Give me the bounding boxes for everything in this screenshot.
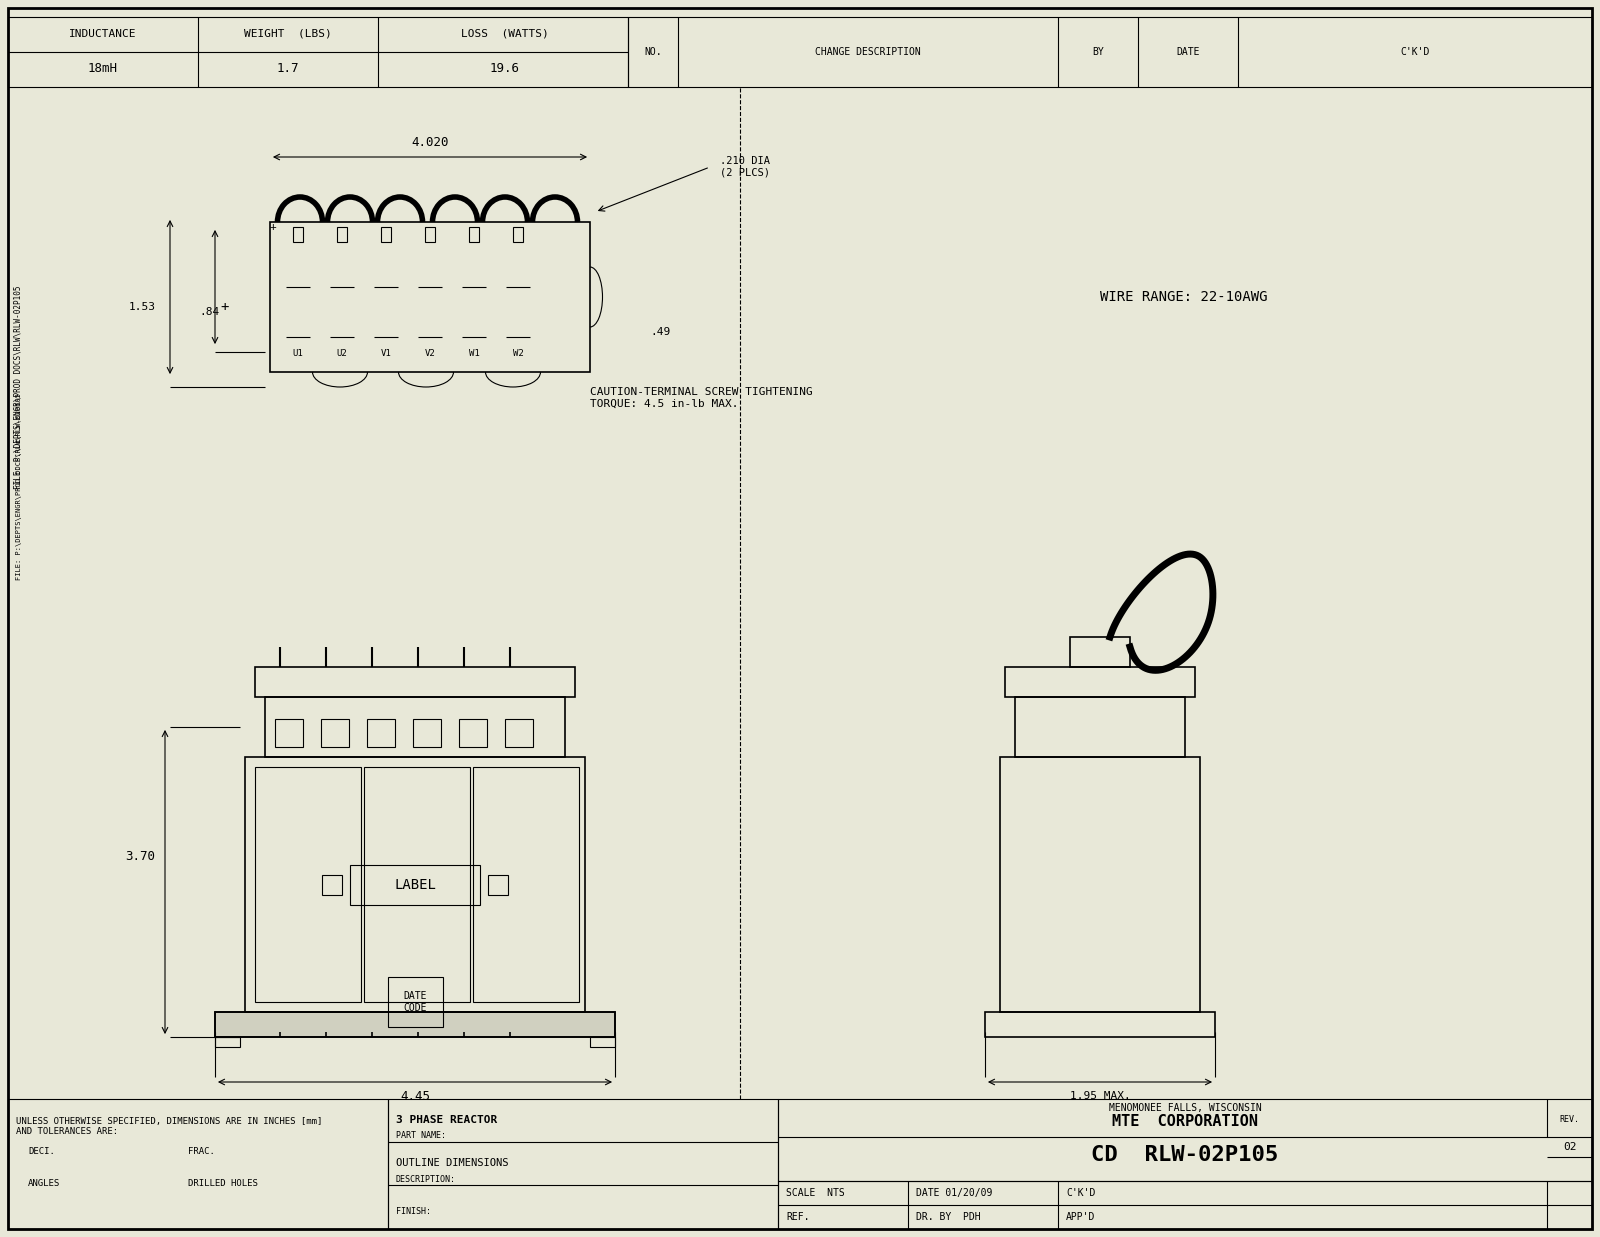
Text: 1.53: 1.53 — [128, 302, 155, 312]
Bar — [986, 1012, 1214, 1037]
Bar — [459, 719, 486, 747]
Text: BY: BY — [1093, 47, 1104, 57]
Text: DRILLED HOLES: DRILLED HOLES — [189, 1180, 258, 1189]
Bar — [8, 17, 627, 87]
Bar — [1000, 757, 1200, 1012]
Bar — [1014, 696, 1186, 757]
Text: +: + — [221, 301, 229, 314]
Text: WIRE RANGE: 22-10AWG: WIRE RANGE: 22-10AWG — [1101, 289, 1267, 304]
Text: NO.: NO. — [645, 47, 662, 57]
Bar — [590, 1037, 614, 1047]
Text: DATE: DATE — [1176, 47, 1200, 57]
Text: DESCRIPTION:: DESCRIPTION: — [397, 1174, 456, 1184]
Text: 19.6: 19.6 — [490, 63, 520, 75]
Text: +: + — [270, 221, 277, 233]
Bar — [350, 865, 480, 905]
Text: REF.: REF. — [786, 1212, 810, 1222]
Bar — [293, 228, 302, 242]
Text: ANGLES: ANGLES — [29, 1180, 61, 1189]
Text: 3.70: 3.70 — [125, 851, 155, 863]
Text: .84: .84 — [200, 307, 221, 317]
Bar — [254, 767, 362, 1002]
Text: DATE
CODE: DATE CODE — [403, 991, 427, 1013]
Text: 4.020: 4.020 — [411, 136, 448, 148]
Text: DATE 01/20/09: DATE 01/20/09 — [915, 1188, 992, 1197]
Text: 1.95 MAX.: 1.95 MAX. — [1070, 1091, 1130, 1101]
Text: V2: V2 — [424, 350, 435, 359]
Bar — [266, 696, 565, 757]
Text: 1.7: 1.7 — [277, 63, 299, 75]
Text: FRAC.: FRAC. — [189, 1147, 214, 1155]
Bar — [275, 719, 302, 747]
Bar — [366, 719, 395, 747]
Text: DR. BY  PDH: DR. BY PDH — [915, 1212, 981, 1222]
Text: FILE: P:\DEPTS\ENGR\PROD DOCS\RLW\RLW-02P105: FILE: P:\DEPTS\ENGR\PROD DOCS\RLW\RLW-02… — [13, 286, 22, 489]
Text: OUTLINE DIMENSIONS: OUTLINE DIMENSIONS — [397, 1158, 509, 1168]
Text: FINISH:: FINISH: — [397, 1206, 430, 1216]
Text: .210 DIA
(2 PLCS): .210 DIA (2 PLCS) — [720, 156, 770, 178]
Bar — [488, 875, 509, 896]
Text: DECI.: DECI. — [29, 1147, 54, 1155]
Bar — [338, 228, 347, 242]
Text: REV.: REV. — [1560, 1116, 1579, 1124]
Text: WEIGHT  (LBS): WEIGHT (LBS) — [245, 28, 331, 40]
Text: CAUTION-TERMINAL SCREW TIGHTENING
TORQUE: 4.5 in-lb MAX.: CAUTION-TERMINAL SCREW TIGHTENING TORQUE… — [590, 387, 813, 408]
Bar — [1070, 637, 1130, 667]
Bar — [214, 1012, 614, 1037]
Bar — [245, 757, 586, 1012]
Bar — [778, 1098, 1592, 1230]
Text: .49: .49 — [650, 327, 670, 336]
Bar — [381, 228, 390, 242]
Text: LABEL: LABEL — [394, 878, 435, 892]
Text: U1: U1 — [293, 350, 304, 359]
Bar — [387, 977, 443, 1027]
Bar — [1005, 667, 1195, 696]
Bar — [254, 667, 574, 696]
Bar — [214, 1012, 614, 1037]
Text: C'K'D: C'K'D — [1066, 1188, 1096, 1197]
Text: LOSS  (WATTS): LOSS (WATTS) — [461, 28, 549, 40]
Text: FILE: P:\DEPTS\ENGR\PROD DOCS\RLW\RLW-02P105: FILE: P:\DEPTS\ENGR\PROD DOCS\RLW\RLW-02… — [16, 393, 22, 580]
Text: C'K'D: C'K'D — [1400, 47, 1430, 57]
Bar — [322, 875, 342, 896]
Bar — [8, 1098, 387, 1230]
Bar — [387, 1098, 778, 1230]
Text: MENOMONEE FALLS, WISCONSIN: MENOMONEE FALLS, WISCONSIN — [1109, 1103, 1261, 1113]
Text: CHANGE DESCRIPTION: CHANGE DESCRIPTION — [814, 47, 922, 57]
Text: W2: W2 — [512, 350, 523, 359]
Text: APP'D: APP'D — [1066, 1212, 1096, 1222]
Bar — [322, 719, 349, 747]
Text: UNLESS OTHERWISE SPECIFIED, DIMENSIONS ARE IN INCHES [mm]
AND TOLERANCES ARE:: UNLESS OTHERWISE SPECIFIED, DIMENSIONS A… — [16, 1117, 322, 1137]
Text: W1: W1 — [469, 350, 480, 359]
Bar — [627, 17, 1592, 87]
Text: 18mH: 18mH — [88, 63, 118, 75]
Bar — [474, 767, 579, 1002]
Text: V1: V1 — [381, 350, 392, 359]
Bar — [506, 719, 533, 747]
Text: CD  RLW-02P105: CD RLW-02P105 — [1091, 1145, 1278, 1165]
Text: 02: 02 — [1563, 1142, 1576, 1152]
Text: U2: U2 — [336, 350, 347, 359]
Text: SCALE  NTS: SCALE NTS — [786, 1188, 845, 1197]
Bar — [270, 221, 590, 372]
Bar — [214, 1037, 240, 1047]
Text: MTE  CORPORATION: MTE CORPORATION — [1112, 1115, 1258, 1129]
Bar — [469, 228, 478, 242]
Bar — [514, 228, 523, 242]
Text: INDUCTANCE: INDUCTANCE — [69, 28, 136, 40]
Bar — [413, 719, 442, 747]
Text: 3 PHASE REACTOR: 3 PHASE REACTOR — [397, 1115, 498, 1124]
Text: PART NAME:: PART NAME: — [397, 1132, 446, 1141]
Bar — [365, 767, 470, 1002]
Text: 4.45: 4.45 — [400, 1090, 430, 1102]
Bar — [426, 228, 435, 242]
